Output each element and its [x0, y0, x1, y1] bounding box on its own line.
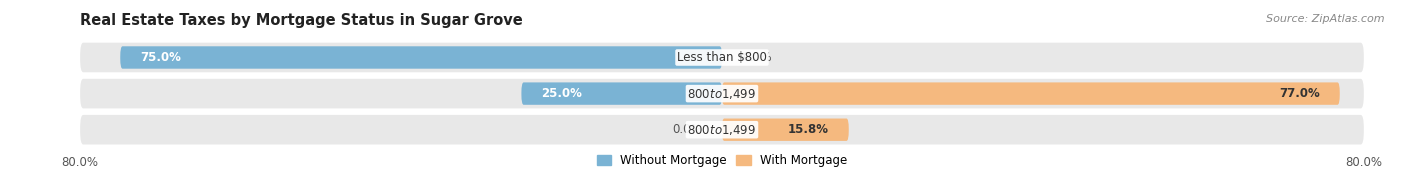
FancyBboxPatch shape: [80, 43, 1364, 72]
FancyBboxPatch shape: [80, 115, 1364, 144]
Text: Real Estate Taxes by Mortgage Status in Sugar Grove: Real Estate Taxes by Mortgage Status in …: [80, 13, 523, 28]
FancyBboxPatch shape: [121, 46, 723, 69]
Text: 77.0%: 77.0%: [1279, 87, 1320, 100]
Text: 75.0%: 75.0%: [141, 51, 181, 64]
FancyBboxPatch shape: [723, 119, 849, 141]
Text: 15.8%: 15.8%: [787, 123, 828, 136]
Text: Source: ZipAtlas.com: Source: ZipAtlas.com: [1267, 14, 1385, 24]
Text: 0.0%: 0.0%: [742, 51, 772, 64]
Text: 0.0%: 0.0%: [672, 123, 702, 136]
Legend: Without Mortgage, With Mortgage: Without Mortgage, With Mortgage: [596, 154, 848, 167]
Text: $800 to $1,499: $800 to $1,499: [688, 87, 756, 101]
Text: 25.0%: 25.0%: [541, 87, 582, 100]
Text: $800 to $1,499: $800 to $1,499: [688, 123, 756, 137]
Text: Less than $800: Less than $800: [678, 51, 766, 64]
FancyBboxPatch shape: [723, 82, 1340, 105]
FancyBboxPatch shape: [522, 82, 723, 105]
FancyBboxPatch shape: [80, 79, 1364, 108]
